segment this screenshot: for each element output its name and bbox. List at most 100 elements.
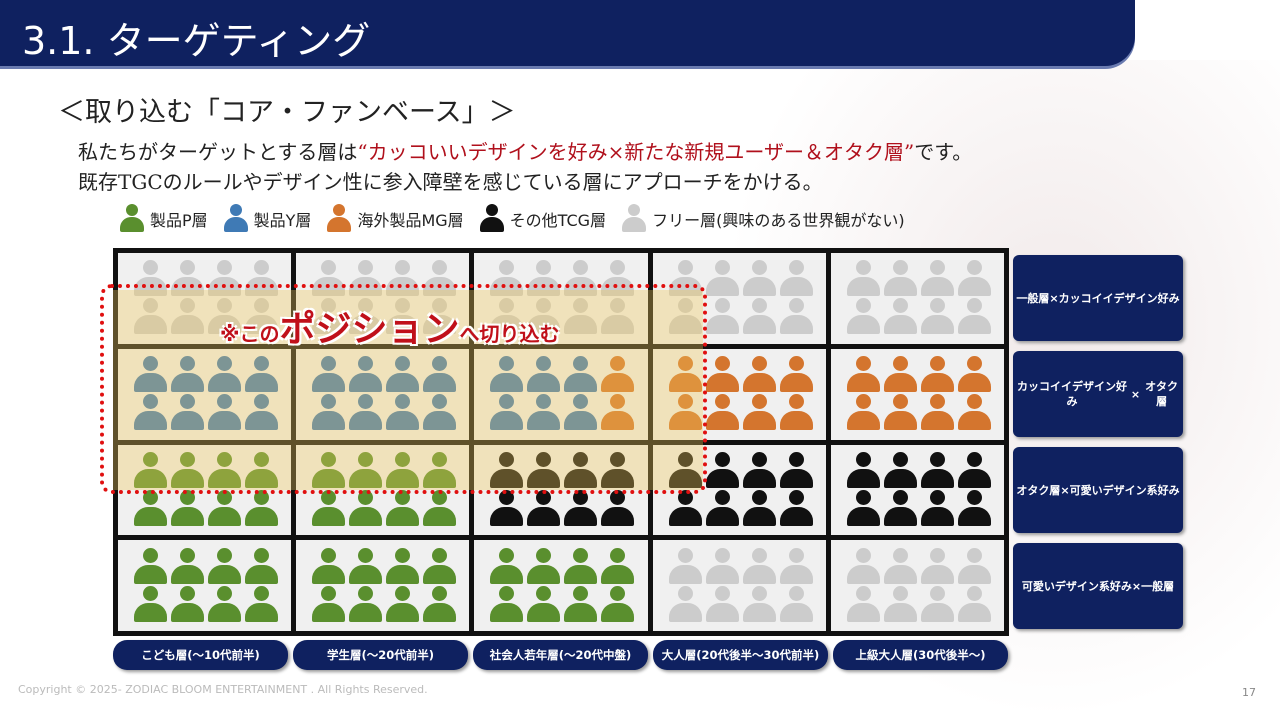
person-icon	[846, 451, 880, 490]
person-icon	[600, 585, 635, 624]
person-icon	[920, 260, 954, 298]
person-icon	[385, 451, 420, 490]
target-highlight-area	[113, 290, 703, 490]
column-label: 大人層(20代後半～30代前半)	[653, 640, 828, 670]
grid-cell	[118, 540, 292, 631]
description-line-2: 既存TGCのルールやデザイン性に参入障壁を感じている層にアプローチをかける。	[78, 170, 823, 194]
person-icon	[742, 451, 776, 490]
grid-cell	[118, 348, 292, 440]
person-icon	[883, 298, 917, 336]
row-label-line: ×	[1130, 387, 1141, 401]
person-icon	[244, 451, 279, 490]
person-icon	[170, 585, 205, 624]
person-icon	[244, 489, 279, 528]
person-icon	[348, 451, 383, 490]
person-icon	[385, 356, 420, 394]
person-icon	[348, 547, 383, 586]
legend-label: その他TCG層	[509, 211, 607, 230]
person-icon	[244, 547, 279, 586]
person-icon	[668, 585, 702, 624]
grid-cell	[652, 348, 826, 440]
person-icon	[526, 451, 561, 490]
person-icon	[244, 298, 279, 336]
person-icon	[957, 451, 991, 490]
person-icon	[170, 394, 205, 432]
target-callout: ※このポジションへ切り込む	[220, 300, 559, 352]
person-icon	[705, 547, 739, 586]
person-icon	[779, 356, 813, 394]
person-icon	[385, 394, 420, 432]
person-icon	[563, 394, 598, 432]
copyright: Copyright © 2025- ZODIAC BLOOM ENTERTAIN…	[18, 683, 428, 696]
person-icon	[133, 298, 168, 336]
row-label: 一般層 × カッコイイデザイン好み	[1013, 255, 1183, 341]
person-icon	[311, 547, 346, 586]
callout-emphasis: ポジション	[279, 309, 460, 350]
person-icon	[563, 547, 598, 586]
person-icon	[489, 489, 524, 528]
person-icon	[118, 204, 146, 234]
legend-label: フリー層(興味のある世界観がない)	[652, 211, 905, 230]
person-icon	[846, 394, 880, 432]
person-icon	[705, 394, 739, 432]
person-icon	[526, 298, 561, 336]
person-icon	[846, 585, 880, 624]
row-label-line: 一般層	[1141, 579, 1175, 593]
person-icon	[563, 585, 598, 624]
person-icon	[526, 489, 561, 528]
person-icon	[133, 547, 168, 586]
grid-cell	[830, 348, 1004, 440]
person-icon	[883, 451, 917, 490]
grid-cell	[296, 540, 470, 631]
person-icon	[668, 547, 702, 586]
person-icon	[489, 356, 524, 394]
person-icon	[957, 298, 991, 336]
column-label: こども層(～10代前半)	[113, 640, 288, 670]
person-icon	[489, 298, 524, 336]
person-icon	[133, 585, 168, 624]
person-icon	[170, 356, 205, 394]
person-icon	[920, 585, 954, 624]
person-icon	[422, 585, 457, 624]
grid-cell	[296, 348, 470, 440]
row-label-line: ×	[1049, 291, 1059, 305]
person-icon	[957, 260, 991, 298]
person-icon	[883, 356, 917, 394]
legend-item: 製品Y層	[222, 204, 311, 234]
person-icon	[742, 585, 776, 624]
person-icon	[563, 356, 598, 394]
person-icon	[207, 451, 242, 490]
person-icon	[957, 585, 991, 624]
person-icon	[668, 489, 702, 528]
person-icon	[348, 394, 383, 432]
row-label-line: ×	[1131, 579, 1142, 593]
person-icon	[600, 298, 635, 336]
person-icon	[563, 451, 598, 490]
person-icon	[920, 356, 954, 394]
person-icon	[883, 489, 917, 528]
slide-title: 3.1. ターゲティング	[22, 19, 371, 63]
person-icon	[133, 451, 168, 490]
person-icon	[668, 356, 702, 394]
person-icon	[668, 451, 702, 490]
person-icon	[385, 298, 420, 336]
person-icon	[920, 394, 954, 432]
person-icon	[705, 356, 739, 394]
desc-text: です。	[914, 140, 973, 164]
callout-text: ※この	[220, 322, 280, 346]
person-icon	[742, 489, 776, 528]
grid-cell	[118, 444, 292, 536]
person-icon	[920, 298, 954, 336]
person-icon	[526, 547, 561, 586]
person-icon	[705, 260, 739, 298]
person-icon	[422, 547, 457, 586]
person-icon	[846, 298, 880, 336]
person-icon	[133, 394, 168, 432]
person-icon	[422, 394, 457, 432]
person-icon	[846, 356, 880, 394]
person-icon	[422, 356, 457, 394]
row-label-line: オタク層	[1145, 380, 1179, 408]
person-icon	[563, 298, 598, 336]
person-icon	[348, 585, 383, 624]
person-icon	[957, 394, 991, 432]
